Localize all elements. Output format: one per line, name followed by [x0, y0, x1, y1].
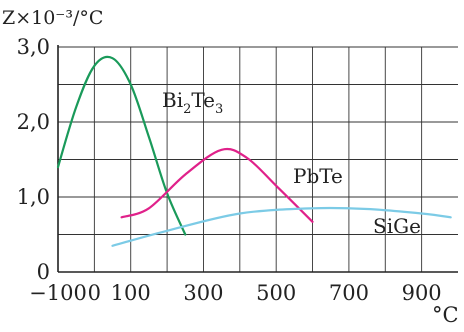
y-axis-label: Z×10⁻³/°C [2, 7, 103, 29]
x-tick-label: 100 [111, 281, 151, 305]
y-tick-label: 0 [37, 260, 50, 284]
series-line-bi2te3 [56, 55, 187, 236]
x-tick-label: 500 [256, 281, 296, 305]
axes [57, 45, 458, 273]
x-tick-label: −100 [29, 281, 87, 305]
x-tick-label: 0 [88, 281, 101, 305]
x-tick-label: 900 [402, 281, 442, 305]
x-tick-label: 700 [329, 281, 369, 305]
series-label-sige: SiGe [373, 214, 421, 238]
series-line-pbte [120, 147, 314, 223]
tick-labels: 0 1,0 2,0 3,0 −100 0 100 300 500 700 900 [17, 35, 442, 305]
series-lines [56, 55, 452, 247]
series-line-sige [111, 206, 452, 247]
grid [58, 46, 458, 272]
x-tick-label: 300 [183, 281, 223, 305]
series-label-bi2te3: Bi2Te3 [162, 88, 223, 117]
y-tick-label: 3,0 [17, 35, 50, 59]
y-tick-label: 2,0 [17, 110, 50, 134]
series-label-pbte: PbTe [293, 164, 343, 188]
x-axis-label: °C [432, 303, 459, 327]
y-tick-label: 1,0 [17, 185, 50, 209]
